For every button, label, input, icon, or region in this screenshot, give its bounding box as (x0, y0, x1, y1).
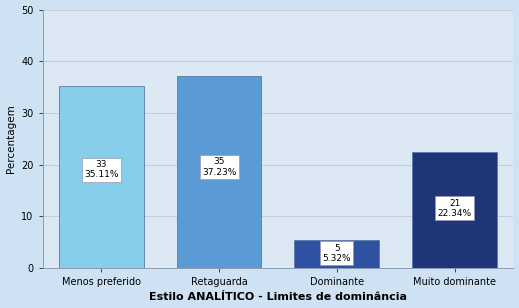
Text: 21
22.34%: 21 22.34% (438, 199, 472, 218)
Text: 33
35.11%: 33 35.11% (84, 160, 119, 179)
Bar (294, 240, 379, 268)
Bar (177, 75, 262, 268)
X-axis label: Estilo ANALÍTICO - Limites de dominância: Estilo ANALÍTICO - Limites de dominância (149, 292, 407, 302)
Y-axis label: Percentagem: Percentagem (6, 104, 16, 173)
Bar (59, 87, 144, 268)
Text: 35
37.23%: 35 37.23% (202, 157, 236, 177)
Text: 5
5.32%: 5 5.32% (322, 244, 351, 263)
Bar (412, 152, 497, 268)
